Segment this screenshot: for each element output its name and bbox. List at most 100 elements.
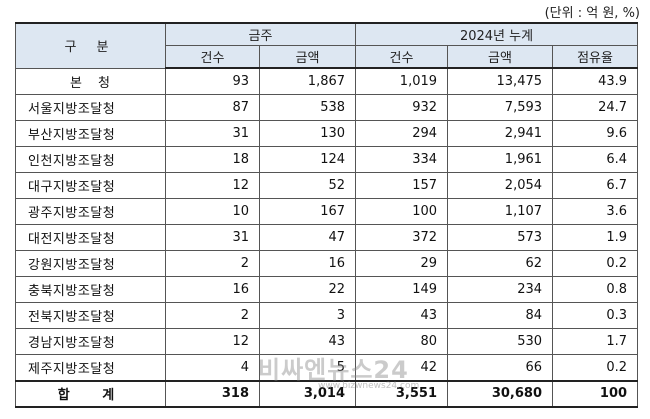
row-share: 0.3 (552, 302, 639, 330)
total-share: 100 (552, 379, 639, 408)
total-cum-amount: 30,680 (447, 379, 554, 408)
row-amount: 16 (258, 249, 357, 278)
row-cum-count: 100 (355, 197, 449, 225)
row-name: 강원지방조달청 (15, 249, 166, 278)
table-row: 충북지방조달청 16 22 149 234 0.8 (15, 275, 639, 304)
row-amount: 22 (258, 275, 357, 304)
table-row: 부산지방조달청 31 130 294 2,941 9.6 (15, 119, 639, 147)
row-cum-amount: 62 (447, 249, 554, 278)
row-share: 0.2 (552, 354, 639, 382)
row-count: 31 (165, 119, 260, 147)
row-share: 0.8 (552, 275, 639, 304)
watermark-url: www.bizwnews24.com (318, 381, 420, 391)
row-name: 제주지방조달청 (15, 354, 166, 382)
row-cum-amount: 573 (447, 223, 554, 251)
row-name: 전북지방조달청 (15, 302, 166, 330)
row-cum-count: 1,019 (355, 67, 449, 95)
row-name: 대구지방조달청 (15, 171, 166, 199)
row-cum-count: 372 (355, 223, 449, 251)
table-row: 대구지방조달청 12 52 157 2,054 6.7 (15, 171, 639, 199)
total-count: 318 (165, 379, 260, 408)
header-cumulative: 2024년 누계 (355, 22, 639, 46)
row-cum-amount: 84 (447, 302, 554, 330)
row-share: 1.7 (552, 328, 639, 356)
row-share: 24.7 (552, 93, 639, 121)
watermark-logo: 비싸엔뉴스24 (258, 356, 409, 384)
row-amount: 3 (258, 302, 357, 330)
row-cum-count: 29 (355, 249, 449, 278)
header-category: 구 분 (15, 22, 166, 69)
row-cum-amount: 2,941 (447, 119, 554, 147)
row-cum-count: 157 (355, 171, 449, 199)
row-cum-amount: 1,107 (447, 197, 554, 225)
row-share: 9.6 (552, 119, 639, 147)
row-share: 43.9 (552, 67, 639, 95)
total-name: 합 계 (15, 379, 166, 408)
row-count: 4 (165, 354, 260, 382)
row-amount: 1,867 (258, 67, 357, 95)
row-cum-amount: 234 (447, 275, 554, 304)
row-count: 2 (165, 249, 260, 278)
row-cum-count: 932 (355, 93, 449, 121)
row-cum-count: 334 (355, 145, 449, 173)
row-cum-amount: 1,961 (447, 145, 554, 173)
header-current-week: 금주 (164, 22, 357, 46)
row-count: 2 (165, 302, 260, 330)
header-amount: 금액 (258, 45, 357, 69)
table-body: 본 청 93 1,867 1,019 13,475 43.9 서울지방조달청 8… (15, 67, 639, 408)
row-cum-count: 42 (355, 354, 449, 382)
row-amount: 52 (258, 171, 357, 199)
row-cum-count: 149 (355, 275, 449, 304)
table-row: 서울지방조달청 87 538 932 7,593 24.7 (15, 93, 639, 121)
row-name: 인천지방조달청 (15, 145, 166, 173)
row-count: 93 (165, 67, 260, 95)
table-row: 광주지방조달청 10 167 100 1,107 3.6 (15, 197, 639, 225)
row-cum-count: 294 (355, 119, 449, 147)
row-count: 12 (165, 328, 260, 356)
row-amount: 47 (258, 223, 357, 251)
row-share: 1.9 (552, 223, 639, 251)
row-cum-amount: 7,593 (447, 93, 554, 121)
row-name: 본 청 (15, 67, 166, 95)
row-count: 31 (165, 223, 260, 251)
row-count: 12 (165, 171, 260, 199)
row-name: 광주지방조달청 (15, 197, 166, 225)
table-row: 제주지방조달청 4 5 42 66 0.2 (15, 354, 639, 382)
row-name: 서울지방조달청 (15, 93, 166, 121)
total-row: 합 계 318 3,014 3,551 30,680 100 (15, 379, 639, 408)
row-share: 3.6 (552, 197, 639, 225)
row-name: 충북지방조달청 (15, 275, 166, 304)
row-count: 10 (165, 197, 260, 225)
row-cum-amount: 13,475 (447, 67, 554, 95)
procurement-table: 구 분 금주 2024년 누계 건수 금액 건수 금액 점유율 본 청 93 1… (15, 22, 639, 408)
row-count: 18 (165, 145, 260, 173)
header-share: 점유율 (552, 45, 639, 69)
table-row: 대전지방조달청 31 47 372 573 1.9 (15, 223, 639, 251)
row-name: 대전지방조달청 (15, 223, 166, 251)
header-count: 건수 (165, 45, 260, 69)
row-amount: 130 (258, 119, 357, 147)
table-row: 전북지방조달청 2 3 43 84 0.3 (15, 302, 639, 330)
header-cum-count: 건수 (355, 45, 449, 69)
row-cum-amount: 66 (447, 354, 554, 382)
row-count: 16 (165, 275, 260, 304)
table-row: 본 청 93 1,867 1,019 13,475 43.9 (15, 67, 639, 95)
row-share: 6.4 (552, 145, 639, 173)
row-name: 부산지방조달청 (15, 119, 166, 147)
row-cum-amount: 530 (447, 328, 554, 356)
row-cum-count: 43 (355, 302, 449, 330)
total-cum-count: 3,551 (355, 379, 449, 408)
row-amount: 5 (258, 354, 357, 382)
row-share: 6.7 (552, 171, 639, 199)
table-row: 인천지방조달청 18 124 334 1,961 6.4 (15, 145, 639, 173)
row-cum-amount: 2,054 (447, 171, 554, 199)
total-amount: 3,014 (258, 379, 357, 408)
row-name: 경남지방조달청 (15, 328, 166, 356)
unit-note: (단위 : 억 원, %) (544, 6, 640, 21)
row-amount: 167 (258, 197, 357, 225)
row-count: 87 (165, 93, 260, 121)
table-row: 강원지방조달청 2 16 29 62 0.2 (15, 249, 639, 278)
row-amount: 124 (258, 145, 357, 173)
row-amount: 538 (258, 93, 357, 121)
header-cum-amount: 금액 (447, 45, 554, 69)
